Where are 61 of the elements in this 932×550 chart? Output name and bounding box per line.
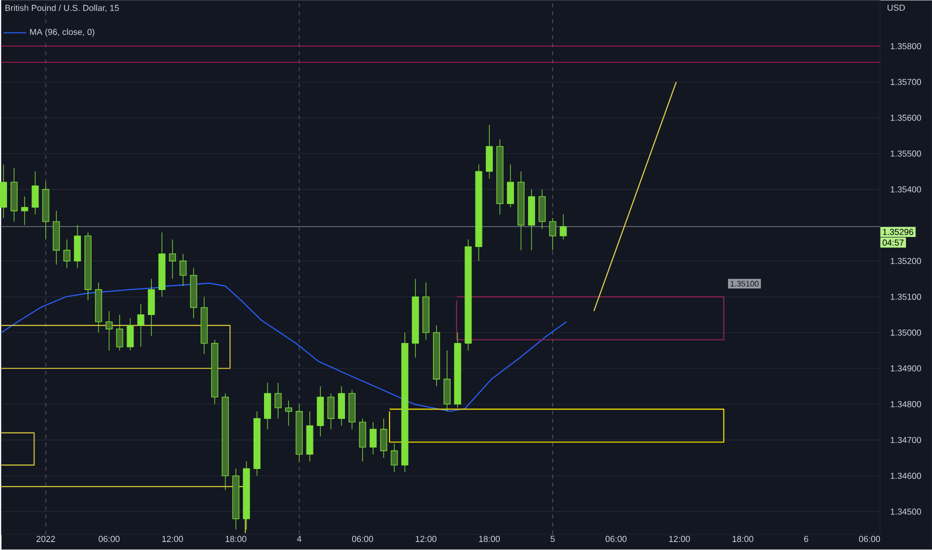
candlestick [253, 411, 260, 476]
y-tick-label: 1.35000 [890, 330, 922, 336]
ref-line-label: 1.35296 [883, 229, 914, 236]
y-tick-label: 1.34700 [890, 437, 922, 444]
y-tick-label: 1.34900 [890, 366, 922, 372]
chart-title: British Pound / U.S. Dollar, 15 [5, 4, 119, 12]
candlestick [10, 168, 18, 222]
x-tick-label: 18:00 [732, 536, 754, 542]
y-tick-label: 1.34800 [890, 401, 922, 408]
x-tick-label: 12:00 [416, 536, 436, 542]
candlestick [274, 382, 282, 420]
x-tick-label: 06:00 [606, 536, 627, 542]
candlestick [506, 164, 514, 208]
y-tick-label: 1.35500 [890, 150, 922, 157]
candlestick [433, 325, 440, 387]
legend-label: MA (96, close, 0) [30, 28, 94, 37]
x-tick-label: 18:00 [226, 536, 246, 542]
x-tick-label: 6 [804, 536, 808, 542]
x-tick-label: 06:00 [859, 536, 880, 542]
candlestick [422, 282, 430, 340]
y-tick-label: 1.34600 [890, 473, 922, 480]
y-tick-label: 1.34500 [890, 508, 922, 515]
y-tick-label: 1.35800 [890, 43, 922, 50]
x-tick-label: 4 [297, 536, 302, 542]
candlestick [95, 282, 102, 334]
y-tick-label: 1.35200 [890, 258, 922, 264]
text: 04:57 [882, 240, 904, 246]
candlestick [528, 189, 536, 251]
x-tick-label: 06:00 [98, 536, 120, 542]
candlestick [84, 232, 92, 301]
y-tick-label: 1.35700 [890, 79, 922, 86]
x-tick-label: 2022 [36, 536, 55, 542]
x-tick-label: 06:00 [352, 536, 374, 542]
x-tick-label: 12:00 [162, 536, 183, 542]
y-axis-title: USD [888, 4, 905, 11]
candlestick [200, 296, 208, 355]
line-series [0, 282, 567, 412]
y-tick-label: 1.35400 [890, 186, 922, 193]
x-tick-label: 18:00 [479, 536, 500, 542]
candlestick [74, 225, 81, 269]
y-tick-label: 1.35600 [890, 114, 922, 122]
candlestick [106, 311, 113, 352]
candlestick [21, 196, 28, 226]
candlestick [348, 390, 356, 430]
candlestick [412, 278, 419, 358]
candlestick [338, 386, 345, 426]
candlestick [52, 210, 60, 266]
candlestick [444, 350, 451, 412]
candlestick [168, 239, 176, 280]
candlestick [316, 386, 324, 438]
candlestick [0, 164, 8, 219]
x-tick-label: 5 [550, 536, 555, 542]
candlestick [148, 278, 155, 337]
candlestick [242, 461, 250, 530]
candlestick [158, 232, 166, 298]
y-tick-label: 1.35100 [890, 294, 922, 300]
candlestick [518, 171, 525, 251]
candlestick [264, 382, 272, 430]
x-tick-label: 12:00 [669, 536, 690, 542]
candlestick [180, 254, 187, 287]
candlestick [137, 304, 144, 348]
